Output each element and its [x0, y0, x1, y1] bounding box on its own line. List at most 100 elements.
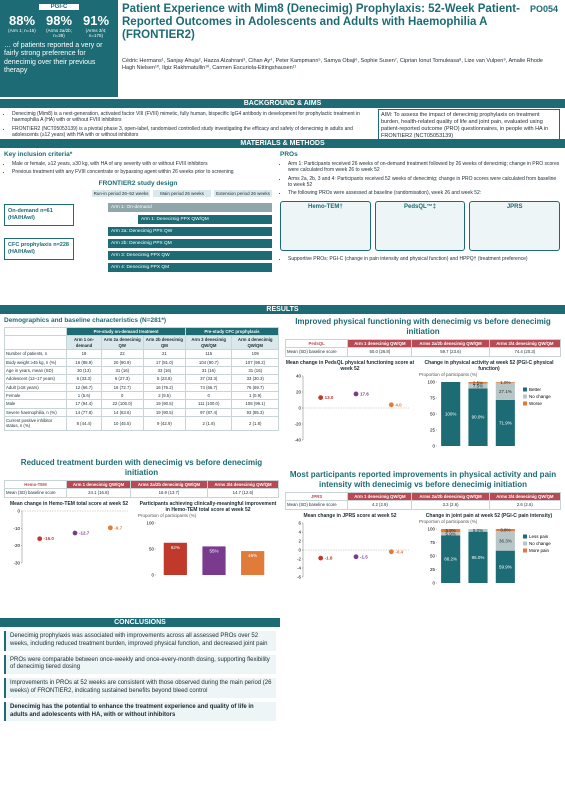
- column-header: Arms 2a/2b denecimig QW/QM: [130, 479, 208, 490]
- stats-panel: PGI-C 88% (Arm 1; n=15) 98% (Arms 2a/2b; n=…: [0, 0, 118, 97]
- row-label: Mean (SD) baseline score: [284, 347, 349, 357]
- chart-title: Change in physical activity at week 52 (…: [424, 359, 554, 372]
- cell: Body weight ≥45 kg, n (%): [3, 357, 68, 367]
- column-header: Arm 4 denecimig QW/QM: [231, 335, 279, 351]
- baseline-table: Hemo-TEM Arm 1 denecimig QW/QM Arms 2a/2b …: [3, 479, 280, 498]
- value-label: -9.7: [114, 525, 122, 530]
- column-header: Arms 3/4 denecimig QW/QM: [206, 479, 280, 490]
- row: Mean (SD) baseline score 4.2 (2.9) 3.3 (2.…: [284, 500, 562, 510]
- cell: 19 (90.5): [142, 399, 186, 409]
- cell: 109: [231, 349, 279, 359]
- y-tick-label: -30: [13, 560, 20, 565]
- cell: 6 (27.3): [100, 374, 144, 384]
- subheading: PROs: [280, 151, 298, 158]
- panel-title: Most participants reported improvements …: [289, 470, 557, 489]
- cell: 107 (98.2): [231, 357, 279, 367]
- chart: -6 -4 -2 0 2 4 6 -1.8 -1.5 -0.4: [297, 520, 409, 579]
- column-header: Arm 1 denecimig QW/QM: [347, 338, 413, 349]
- value-label: 13.0: [325, 395, 334, 400]
- y-tick-label: 0: [298, 406, 301, 411]
- chart: -30 -20 -10 0 -16.0 -12.7 -9.7: [13, 508, 128, 565]
- cell: 93 (85.3): [231, 407, 279, 418]
- value-label: -1.8: [325, 556, 333, 561]
- cell: 5 (23.8): [142, 374, 186, 384]
- cell: Number of patients, n: [3, 349, 68, 359]
- y-tick-label: -20: [294, 422, 301, 427]
- cell: 12 (66.7): [66, 382, 102, 393]
- cell: 10 (45.5): [100, 416, 144, 431]
- column-header: Arm 3 denecimig QW/QM: [184, 335, 233, 351]
- dot: [388, 549, 394, 555]
- cell: Age in years, mean (SD): [3, 365, 68, 376]
- cell: 111 (100.0): [184, 399, 233, 409]
- bullet: Previous treatment with any FVIII concen…: [12, 169, 272, 175]
- tool-label: Hemo-TEM: [3, 479, 68, 490]
- tool: PedsQL™‡: [374, 201, 466, 252]
- y-tick-label: 50: [430, 553, 436, 558]
- cell: 2 (1.8): [231, 416, 279, 431]
- column-header: Arms 3/4 denecimig QW/QM: [488, 491, 562, 502]
- cell: Adolescent (12–17 years): [3, 374, 68, 384]
- cell: 4.2 (2.9): [347, 500, 413, 510]
- value-label: 3.8%: [500, 527, 510, 532]
- dot: [318, 395, 324, 401]
- pedsql-panel: Improved physical functioning with denec…: [284, 317, 562, 452]
- y-tick-label: 75: [430, 540, 436, 545]
- group-header: Pre-study CFC prophylaxis: [184, 327, 280, 337]
- column-header: Arms 2a/2b denecimig QW/QM: [411, 338, 490, 349]
- cell: Male: [3, 399, 68, 409]
- bullet: Supportive PROs: PGI-C (change in pain i…: [288, 256, 560, 262]
- chart-title: Mean change in Hemo-TEM total score at w…: [9, 500, 129, 507]
- legend-label: No change: [529, 394, 551, 399]
- value-label: 5.0%: [473, 527, 483, 532]
- design: On-demand n=61 (HA/HAwI) CFC prophylaxis …: [4, 200, 272, 275]
- cell: 16.9 (13.7): [130, 488, 208, 498]
- legend-swatch: [523, 387, 527, 392]
- section-bar: RESULTS: [0, 305, 565, 314]
- bullet: Male or female, ≥12 years, ≥30 kg, with …: [12, 161, 272, 167]
- value-label: 27.1%: [499, 389, 512, 394]
- legend-swatch: [523, 541, 527, 546]
- value-label: -12.7: [79, 530, 90, 535]
- row: Pre-study on-demand treatment Pre-study C…: [3, 327, 280, 337]
- legend-swatch: [523, 534, 527, 539]
- groups: On-demand n=61 (HA/HAwI) CFC prophylaxis …: [4, 200, 74, 275]
- tool: JPRS: [469, 201, 561, 252]
- cell: 21: [142, 349, 186, 359]
- chart: -40 -20 0 20 40 13.0 17.6 4.0: [294, 374, 409, 443]
- bar-segment: [495, 381, 515, 383]
- bullet: Arm 1: Participants received 26 weeks of…: [288, 161, 560, 174]
- cell: 22 (100.0): [100, 399, 144, 409]
- chart-block: Mean change in JPRS score at week 52 -6 -4…: [285, 513, 415, 589]
- dot: [37, 536, 43, 542]
- y-tick-label: 50: [149, 546, 155, 551]
- group-header: Pre-study on-demand treatment: [66, 327, 186, 337]
- conclusion: PROs were comparable between once-weekly…: [4, 654, 276, 675]
- column-header: Arm 1 on-demand: [66, 335, 102, 351]
- row: Number of patients, n 18 22 21 115 109: [3, 349, 279, 359]
- value-label: 46%: [248, 553, 257, 558]
- row: Mean (SD) baseline score 50.0 (26.8) 59.7 …: [284, 347, 562, 357]
- row: JPRS Arm 1 denecimig QW/QM Arms 2a/2b dene…: [284, 491, 562, 502]
- y-tick-label: 0: [432, 443, 435, 448]
- methods-right: PROs Arm 1: Participants received 26 wee…: [280, 151, 561, 265]
- subheading: Demographics and baseline characteristic…: [4, 317, 167, 324]
- value-label: -16.0: [44, 536, 55, 541]
- value-label: 55%: [209, 548, 218, 553]
- tool-label: PedsQL: [284, 338, 349, 349]
- panel-title: Improved physical functioning with denec…: [295, 317, 551, 336]
- row-label: Mean (SD) baseline score: [3, 488, 68, 498]
- chart: 025507510088.2%5.9%5.9%95.0%5.0%59.9%36.…: [427, 526, 551, 585]
- y-tick-label: 50: [430, 411, 436, 416]
- legend-swatch: [523, 548, 527, 553]
- aim: AIM: To assess the impact of denecimig p…: [378, 109, 560, 143]
- row: Adolescent (12–17 years) 6 (33.3) 6 (27.3)…: [3, 374, 279, 384]
- value-label: -1.5: [360, 554, 368, 559]
- background: Denecimig (Mim8) is a next-generation, a…: [4, 111, 372, 140]
- row: Body weight ≥45 kg, n (%) 16 (88.9) 20 (90…: [3, 357, 279, 367]
- cell: Female: [3, 390, 68, 401]
- period: Extension period 26 weeks: [214, 189, 272, 198]
- value-label: 62%: [171, 545, 180, 550]
- value-label: 90.0%: [472, 415, 485, 420]
